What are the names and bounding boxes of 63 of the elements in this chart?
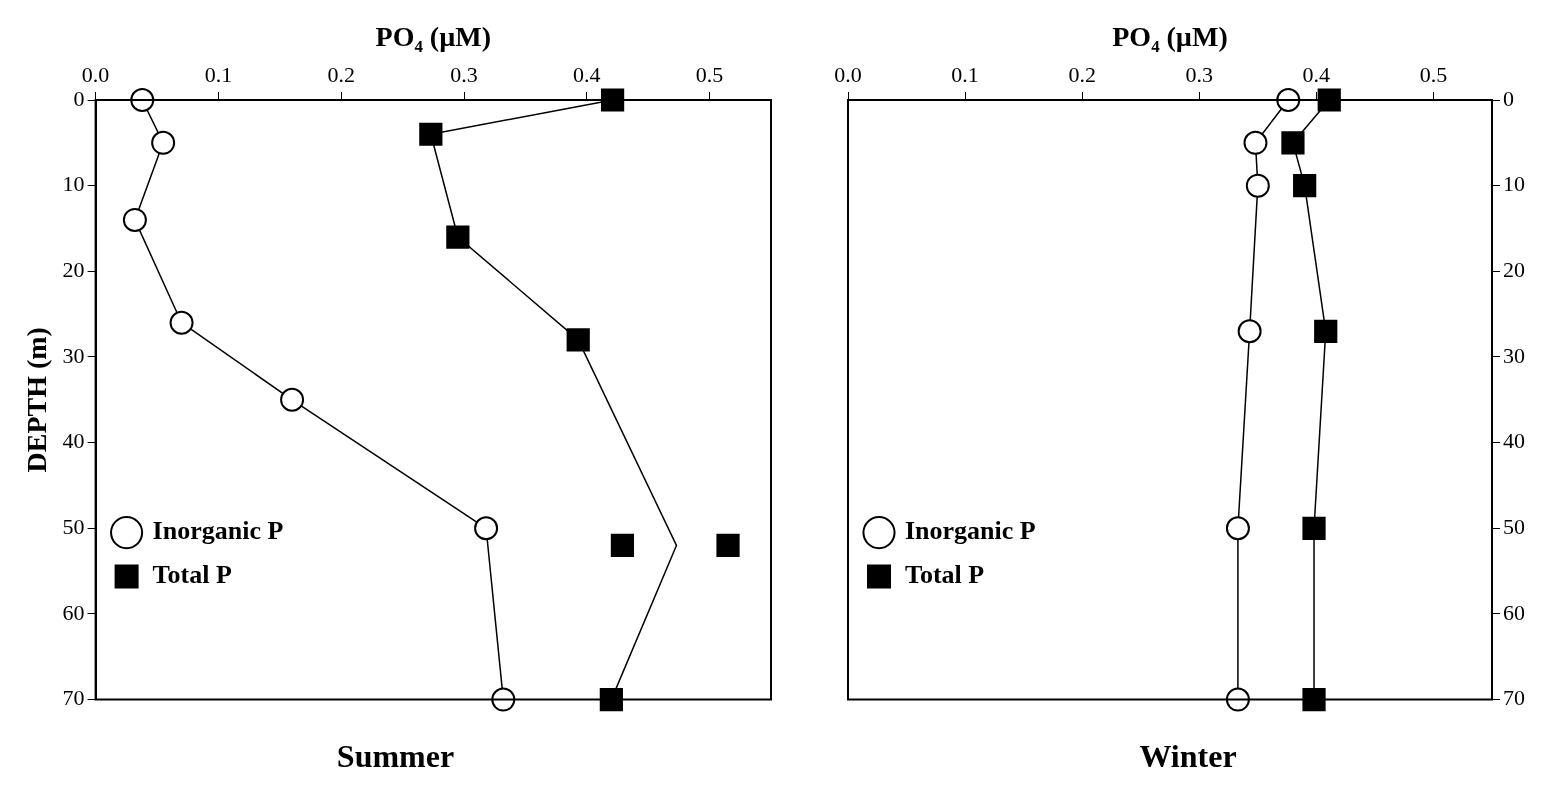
point xyxy=(1245,173,1270,198)
y-tick-label: 0 xyxy=(73,85,85,111)
point xyxy=(1317,88,1341,112)
point xyxy=(169,310,194,335)
y-tick-label: 30 xyxy=(62,342,85,368)
x-tick-label: 0.1 xyxy=(951,61,979,87)
point xyxy=(151,130,176,155)
legend-label: Total P xyxy=(905,560,985,590)
point xyxy=(419,122,443,146)
y-tick-label: 40 xyxy=(62,428,85,454)
x-tick-label: 0.2 xyxy=(327,61,355,87)
point xyxy=(610,533,635,558)
y2-tick-label: 20 xyxy=(1503,257,1525,283)
point xyxy=(600,88,625,112)
x-tick-label: 0.4 xyxy=(1302,61,1331,87)
y-tick-label: 70 xyxy=(62,685,85,711)
y-tick-label: 60 xyxy=(62,599,85,625)
point xyxy=(122,207,147,232)
x-tick-label: 0.0 xyxy=(81,61,110,87)
legend-label: Inorganic P xyxy=(905,516,1036,546)
point xyxy=(1276,88,1301,112)
y2-tick-label: 60 xyxy=(1503,599,1525,625)
y-tick-label: 10 xyxy=(62,171,85,197)
x-tick-label: 0.4 xyxy=(573,61,601,87)
point xyxy=(446,225,470,249)
legend-label: Inorganic P xyxy=(152,516,284,546)
y-tick-label: 50 xyxy=(62,514,85,540)
point xyxy=(1293,174,1317,198)
y2-tick-label: 10 xyxy=(1503,171,1525,197)
y2-tick-label: 70 xyxy=(1503,685,1525,711)
point xyxy=(599,687,623,712)
x-tick-label: 0.5 xyxy=(1419,61,1448,87)
x-axis-title: PO₄ (µM) xyxy=(1112,21,1228,53)
point xyxy=(1225,687,1250,712)
point xyxy=(280,387,305,412)
point xyxy=(1225,516,1250,541)
point xyxy=(716,533,740,558)
legend-label: Total P xyxy=(152,560,232,590)
x-tick-label: 0.1 xyxy=(204,61,233,87)
point xyxy=(491,687,516,712)
x-tick-label: 0.3 xyxy=(1185,61,1214,87)
y2-tick-label: 0 xyxy=(1503,85,1514,111)
text: Winter xyxy=(1139,738,1237,775)
point xyxy=(1314,319,1338,343)
x-axis-title: PO₄ (µM) xyxy=(375,21,492,53)
text: Summer xyxy=(336,738,455,775)
y-axis-title: DEPTH (m) xyxy=(21,327,53,473)
point xyxy=(566,328,590,352)
point xyxy=(1243,130,1268,155)
x-tick-label: 0.2 xyxy=(1068,61,1096,87)
y2-tick-label: 50 xyxy=(1503,514,1525,540)
x-tick-label: 0.5 xyxy=(695,61,724,87)
point xyxy=(1281,131,1305,155)
point xyxy=(130,88,155,112)
y2-tick-label: 30 xyxy=(1503,342,1525,368)
point xyxy=(474,516,499,541)
point xyxy=(1302,516,1326,540)
point xyxy=(1237,319,1262,344)
y2-tick-label: 40 xyxy=(1503,428,1525,454)
y-tick-label: 20 xyxy=(62,257,85,283)
point xyxy=(1302,687,1326,712)
x-tick-label: 0.0 xyxy=(834,61,862,87)
x-tick-label: 0.3 xyxy=(450,61,478,87)
